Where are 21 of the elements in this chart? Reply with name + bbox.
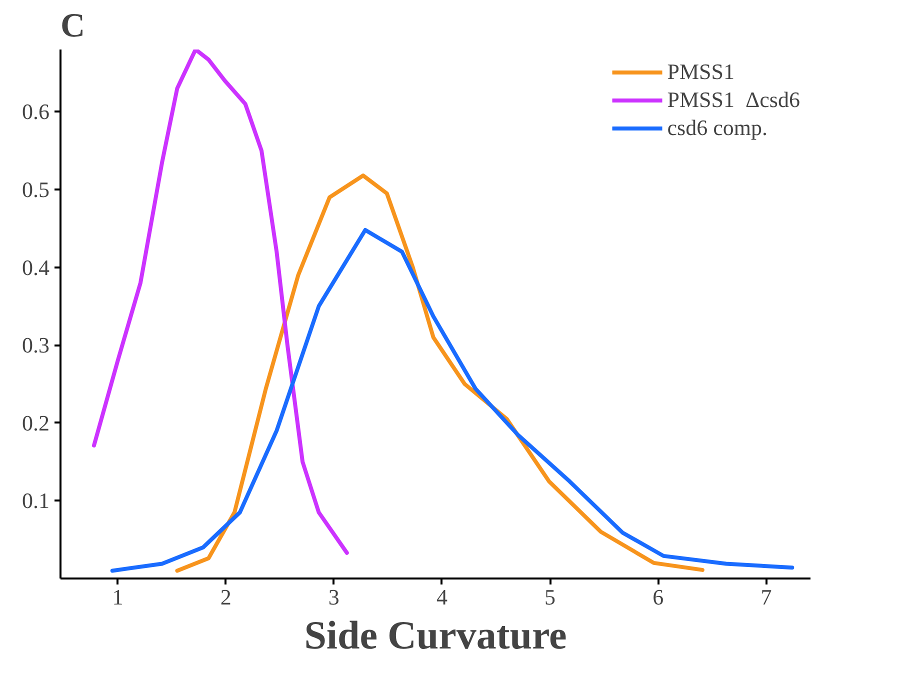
legend-label: csd6 comp. xyxy=(667,115,768,141)
y-tick-label: 0.6 xyxy=(22,99,50,124)
y-tick-label: 0.4 xyxy=(22,254,50,280)
line-series xyxy=(92,50,349,555)
x-tick-label: 7 xyxy=(760,584,772,610)
chart-title: C xyxy=(60,8,86,44)
x-axis-title: Side Curvature xyxy=(304,612,567,658)
x-tick-label: 4 xyxy=(436,584,448,610)
line-series xyxy=(175,174,704,573)
x-tick-label: 3 xyxy=(328,584,340,610)
x-tick-label: 2 xyxy=(220,584,232,610)
line-series xyxy=(110,228,794,573)
x-tick-label: 1 xyxy=(112,584,124,610)
y-tick-label: 0.5 xyxy=(22,177,50,202)
legend-label: PMSS1 Δcsd6 xyxy=(667,87,800,113)
x-tick-label: 5 xyxy=(544,584,556,610)
y-tick-label: 0.3 xyxy=(22,332,50,358)
y-tick-label: 0.1 xyxy=(22,488,50,514)
legend-label: PMSS1 xyxy=(667,59,735,85)
x-tick-label: 6 xyxy=(652,584,664,610)
y-tick-label: 0.2 xyxy=(22,410,50,436)
